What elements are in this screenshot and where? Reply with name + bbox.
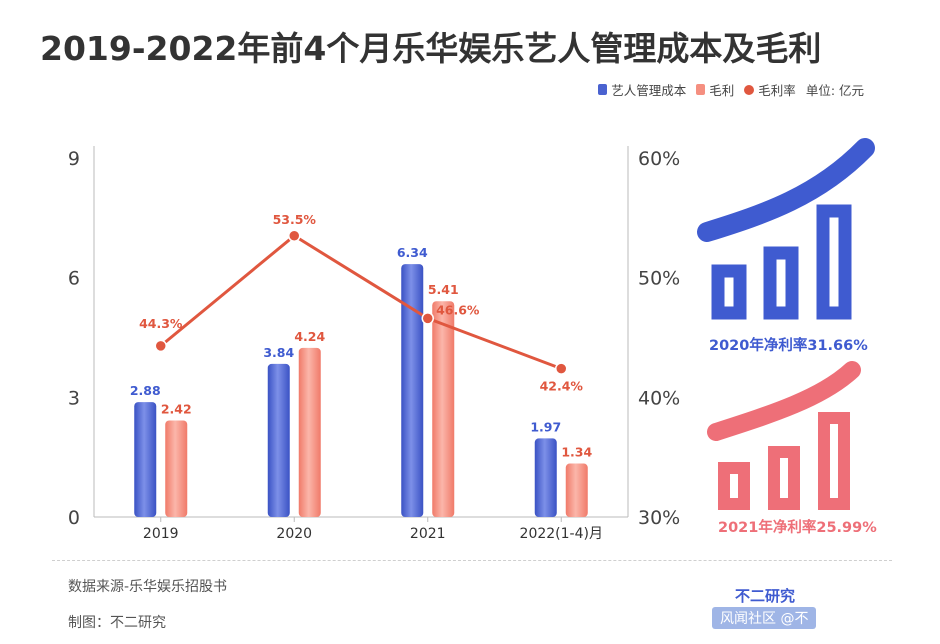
bar-cost-label: 6.34	[397, 245, 428, 260]
bar-margin-label: 5.41	[428, 282, 459, 297]
bar-margin-label: 2.42	[161, 401, 192, 416]
legend-item-cost: 艺人管理成本	[598, 80, 686, 99]
chart-maker: 制图：不二研究	[68, 615, 166, 631]
bar-margin-label: 4.24	[294, 329, 325, 344]
y-left-tick-label: 6	[68, 268, 80, 290]
bar-cost-label: 2.88	[130, 383, 161, 398]
legend-swatch-cost	[598, 84, 608, 95]
margin-rate-label: 53.5%	[273, 212, 317, 227]
legend-label-margin-rate: 毛利率	[758, 83, 796, 98]
net-margin-2021-caption: 2021年净利率25.99%	[718, 520, 877, 536]
net-margin-2020-caption: 2020年净利率31.66%	[709, 338, 868, 354]
margin-rate-point	[421, 312, 434, 325]
unit-label: 单位: 亿元	[805, 83, 864, 98]
x-tick-label: 2022(1-4)月	[520, 526, 603, 542]
legend-label-margin: 毛利	[709, 83, 735, 98]
legend-swatch-margin-rate	[744, 84, 755, 95]
x-tick-label: 2020	[276, 526, 312, 542]
bar-margin	[298, 347, 321, 517]
margin-rate-label: 44.3%	[139, 316, 183, 331]
bar-margin	[565, 463, 588, 517]
bar-margin	[432, 301, 455, 517]
y-right-tick-label: 60%	[638, 148, 680, 170]
y-right-tick-label: 30%	[638, 507, 680, 529]
y-right-tick-label: 40%	[638, 387, 680, 409]
bar-cost	[534, 438, 557, 517]
bar-cost-label: 3.84	[263, 345, 294, 360]
margin-rate-point	[555, 362, 568, 375]
y-left-tick-label: 9	[68, 148, 80, 170]
bar-margin	[165, 420, 188, 517]
legend-label-cost: 艺人管理成本	[611, 83, 687, 98]
watermark-badge: 风闻社区 @不	[712, 607, 817, 629]
legend-item-margin: 毛利	[696, 80, 734, 99]
margin-rate-label: 42.4%	[540, 379, 584, 394]
bar-margin-label: 1.34	[561, 445, 592, 460]
bar-cost	[401, 264, 424, 517]
legend-swatch-margin	[696, 84, 706, 95]
margin-rate-line	[159, 234, 562, 371]
y-left-tick-label: 3	[68, 387, 80, 409]
bar-growth-icon	[697, 138, 875, 320]
bar-growth-icon	[707, 361, 861, 510]
y-left-tick-label: 0	[68, 507, 80, 529]
data-source: 数据来源-乐华娱乐招股书	[68, 579, 228, 595]
footer-divider	[52, 560, 892, 561]
chart-title: 2019-2022年前4个月乐华娱乐艺人管理成本及毛利	[40, 29, 822, 68]
x-tick-label: 2019	[143, 526, 179, 542]
y-right-tick-label: 50%	[638, 268, 680, 290]
x-tick-label: 2021	[410, 526, 446, 542]
margin-rate-point	[154, 339, 167, 353]
brand-logo-text: 不二研究	[735, 587, 796, 605]
legend-item-margin-rate: 毛利率	[744, 80, 796, 99]
bar-cost	[134, 402, 157, 517]
bar-cost	[267, 363, 290, 517]
margin-rate-label: 46.6%	[436, 302, 480, 317]
margin-rate-point	[288, 229, 301, 243]
bar-cost-label: 1.97	[530, 419, 561, 434]
legend: 艺人管理成本 毛利 毛利率 单位: 亿元	[588, 80, 864, 99]
